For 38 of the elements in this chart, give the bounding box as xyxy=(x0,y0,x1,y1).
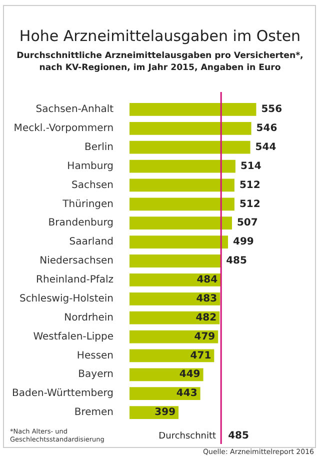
y-tick-label: Thüringen xyxy=(62,198,114,210)
y-tick-label: Brandenburg xyxy=(48,218,114,229)
y-tick-label: Bremen xyxy=(74,407,114,418)
y-tick-label: Rheinland-Pfalz xyxy=(36,274,114,286)
y-tick-label: Saarland xyxy=(69,236,114,248)
data-label: 485 xyxy=(226,256,247,267)
y-tick-label: Meckl.-Vorpommern xyxy=(14,123,114,134)
ref-line-label: Durchschnitt xyxy=(158,431,217,442)
y-tick-label: Baden-Württemberg xyxy=(12,388,114,400)
data-label: 514 xyxy=(240,160,262,172)
data-label: 483 xyxy=(196,293,218,304)
y-tick-label: Sachsen-Anhalt xyxy=(36,104,114,116)
data-label: 512 xyxy=(239,180,260,191)
data-label: 471 xyxy=(190,350,212,362)
data-label: 512 xyxy=(239,198,260,210)
annotation: 485 xyxy=(228,430,249,442)
data-label: 499 xyxy=(233,236,254,248)
data-label: 544 xyxy=(255,142,276,153)
y-tick-label: Sachsen xyxy=(72,180,114,191)
data-label: 546 xyxy=(256,123,278,134)
data-label: 443 xyxy=(176,388,198,400)
data-label: 449 xyxy=(179,369,200,380)
y-tick-label: Hamburg xyxy=(67,160,114,172)
data-label: 479 xyxy=(194,331,216,342)
y-tick-label: Berlin xyxy=(84,142,114,153)
data-label: 482 xyxy=(196,312,217,324)
y-tick-label: Westfalen-Lippe xyxy=(33,331,114,342)
data-label: 399 xyxy=(154,407,176,418)
data-label: 484 xyxy=(196,274,218,286)
data-label: 556 xyxy=(261,104,282,116)
data-label: 507 xyxy=(236,218,258,229)
y-tick-label: Nordrhein xyxy=(64,312,114,324)
y-tick-label: Niedersachsen xyxy=(40,256,114,267)
y-tick-label: Hessen xyxy=(76,350,114,362)
chart-subtitle: Durchschnittliche Arzneimittelausgaben pro Versicherten*, nach KV-Regionen, im Jahr 2015, Angaben in Euro xyxy=(16,50,304,74)
y-tick-label: Schleswig-Holstein xyxy=(19,293,114,304)
chart-title: Hohe Arzneimittelausgaben im Osten xyxy=(18,27,302,45)
y-tick-label: Bayern xyxy=(78,369,114,380)
